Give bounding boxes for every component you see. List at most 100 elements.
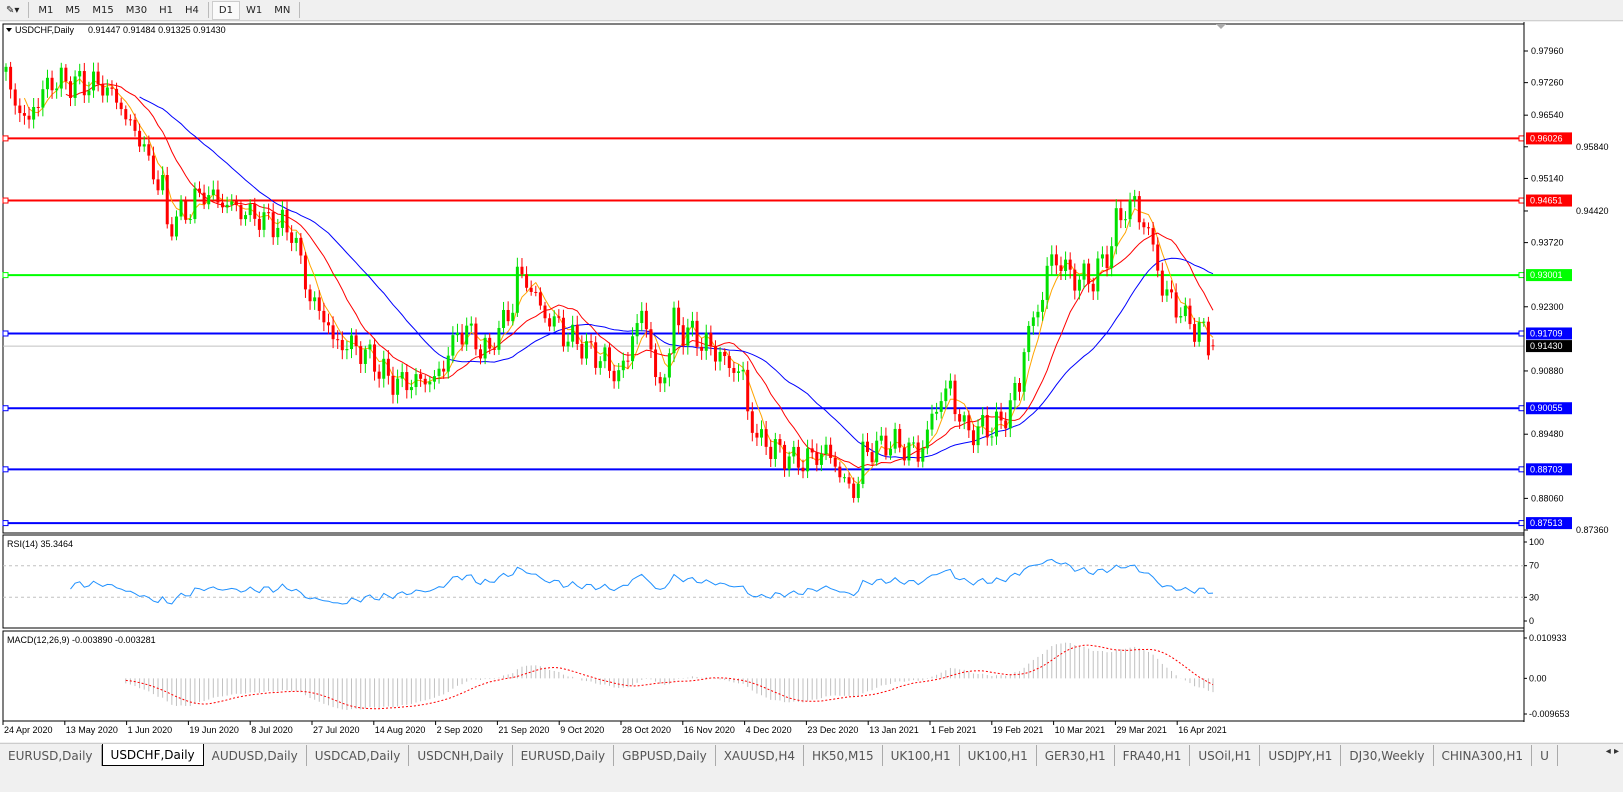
candle-body [557, 316, 561, 318]
chart-tab[interactable]: FRA40,H1 [1115, 745, 1191, 766]
price-line-badge-label: 0.90055 [1530, 403, 1563, 413]
candle-body [511, 312, 515, 322]
candle-body [930, 413, 934, 430]
candle-body [317, 297, 321, 311]
line-anchor[interactable] [2, 197, 9, 204]
chart-tab[interactable]: USDCNH,Daily [409, 745, 513, 766]
timeframe-m30[interactable]: M30 [125, 4, 148, 16]
ma-mid-line [65, 83, 1214, 469]
chart-tab[interactable]: USDCAD,Daily [307, 745, 410, 766]
chart-tab[interactable]: UK100,H1 [960, 745, 1037, 766]
chart-tab[interactable]: GBPUSD,Daily [614, 745, 716, 766]
candle-body [257, 218, 261, 230]
candle-body [1050, 254, 1054, 266]
timeframe-d1[interactable]: D1 [211, 0, 240, 20]
candle-body [262, 212, 266, 230]
macd-panel [2, 630, 1525, 722]
candle-body [594, 342, 598, 368]
candle-body [497, 327, 501, 350]
candle-body [626, 360, 630, 362]
candle-body [543, 305, 547, 319]
date-tick-label: 16 Apr 2021 [1178, 725, 1227, 735]
tab-scroll-arrows[interactable]: ◂ ▸ [1605, 746, 1619, 757]
candle-body [18, 105, 22, 114]
line-tool-icon[interactable]: ✎▾ [6, 4, 20, 16]
candle-body [1147, 227, 1151, 229]
timeframe-h4[interactable]: H4 [185, 4, 199, 16]
chart-tab[interactable]: HK50,M15 [804, 745, 883, 766]
line-anchor[interactable] [2, 466, 9, 473]
chart-tab[interactable]: USOil,H1 [1190, 745, 1261, 766]
candle-body [700, 346, 704, 351]
macd-tick-label: 0.010933 [1529, 633, 1567, 643]
candle-body [1087, 263, 1091, 284]
candle-body [916, 442, 920, 462]
line-anchor[interactable] [2, 520, 9, 527]
candle-body [589, 341, 593, 343]
chart-window[interactable]: USDCHF,Daily 0.91447 0.91484 0.91325 0.91… [0, 22, 1623, 742]
candle-body [617, 370, 621, 382]
line-anchor[interactable] [1518, 466, 1525, 473]
line-anchor[interactable] [1518, 272, 1525, 279]
candle-body [663, 377, 667, 384]
candle-body [1064, 259, 1068, 272]
line-anchor[interactable] [2, 330, 9, 337]
date-tick-label: 10 Mar 2021 [1055, 725, 1106, 735]
line-anchor[interactable] [2, 405, 9, 412]
chart-tab[interactable]: EURUSD,Daily [0, 745, 102, 766]
timeframe-m1[interactable]: M1 [38, 4, 54, 16]
chart-tab[interactable]: UK100,H1 [883, 745, 960, 766]
chart-tab[interactable]: CHINA300,H1 [1434, 745, 1533, 766]
timeframe-mn[interactable]: MN [274, 4, 291, 16]
chart-tab[interactable]: U [1532, 745, 1558, 766]
line-anchor[interactable] [1518, 330, 1525, 337]
chart-menu-triangle-icon[interactable] [6, 28, 12, 32]
candle-body [520, 266, 524, 275]
candle-body [1077, 279, 1081, 291]
line-anchor[interactable] [2, 135, 9, 142]
price-tick-label: 0.94420 [1576, 206, 1609, 216]
candle-body [948, 380, 952, 389]
chart-symbol-label: USDCHF,Daily [15, 25, 75, 35]
line-anchor[interactable] [1518, 135, 1525, 142]
candle-body [1206, 321, 1210, 356]
date-tick-label: 21 Sep 2020 [498, 725, 549, 735]
candle-body [442, 368, 446, 372]
chart-tab[interactable]: USDJPY,H1 [1260, 745, 1342, 766]
candle-body [336, 339, 340, 341]
candle-body [197, 188, 201, 193]
candle-body [115, 88, 119, 103]
line-anchor[interactable] [1518, 197, 1525, 204]
candle-body [156, 179, 160, 191]
chart-shift-marker-icon[interactable] [1216, 24, 1226, 29]
timeframe-m15[interactable]: M15 [92, 4, 114, 16]
candle-body [64, 67, 68, 82]
chart-tab[interactable]: USDCHF,Daily [101, 744, 204, 766]
candle-body [552, 316, 556, 327]
candle-body [368, 344, 372, 350]
chart-tab[interactable]: GER30,H1 [1037, 745, 1115, 766]
timeframe-m5[interactable]: M5 [65, 4, 81, 16]
chart-tab[interactable]: DJ30,Weekly [1341, 745, 1434, 766]
chart-tab[interactable]: XAUUSD,H4 [716, 745, 805, 766]
candle-body [239, 205, 243, 220]
timeframe-h1[interactable]: H1 [159, 4, 174, 16]
line-anchor[interactable] [1518, 520, 1525, 527]
chart-tab[interactable]: AUDUSD,Daily [204, 745, 307, 766]
candle-body [1013, 382, 1017, 401]
candle-body [746, 369, 750, 412]
macd-tick-label: 0.00 [1529, 673, 1547, 683]
current-price-label: 0.91430 [1530, 341, 1563, 351]
candle-body [396, 378, 400, 395]
candle-body [92, 71, 96, 91]
chart-tab[interactable]: EURUSD,Daily [513, 745, 615, 766]
candle-body [437, 368, 441, 377]
candle-body [483, 337, 487, 359]
line-anchor[interactable] [2, 272, 9, 279]
chart-canvas[interactable]: USDCHF,Daily 0.91447 0.91484 0.91325 0.91… [0, 22, 1623, 742]
candle-body [1179, 316, 1183, 318]
line-anchor[interactable] [1518, 405, 1525, 412]
price-tick-label: 0.97260 [1531, 78, 1564, 88]
timeframe-w1[interactable]: W1 [245, 4, 263, 16]
candle-body [423, 378, 427, 385]
